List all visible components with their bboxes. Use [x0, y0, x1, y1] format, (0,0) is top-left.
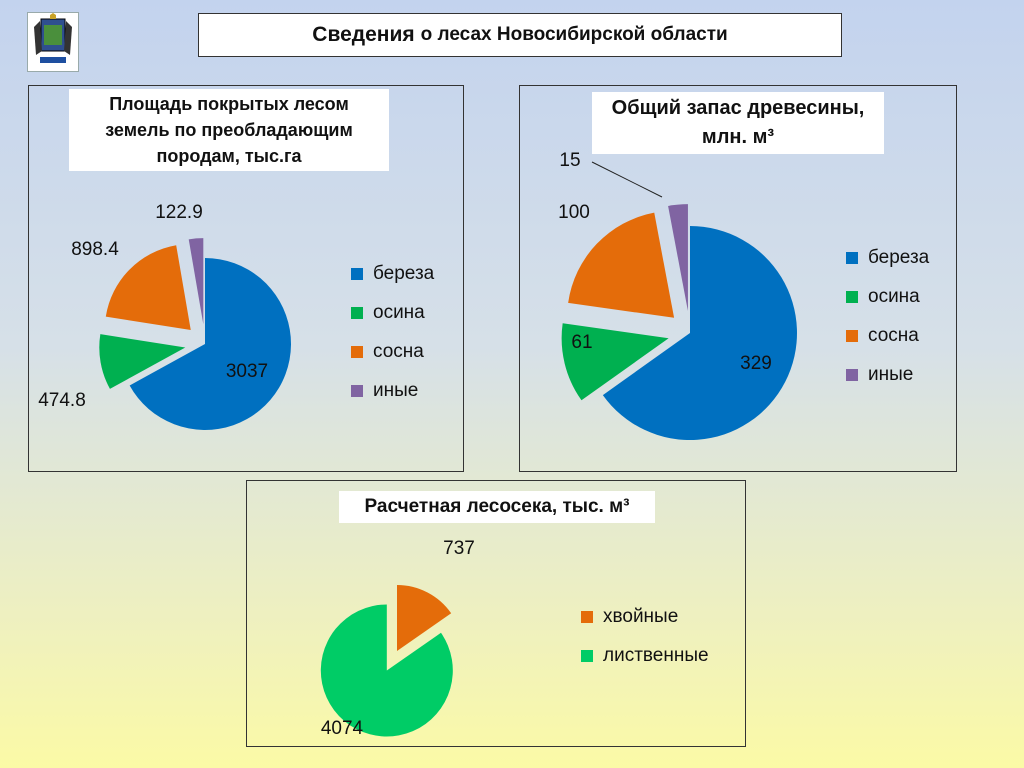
- pie-slice-0: [602, 226, 797, 441]
- pie-slice-1: [561, 323, 669, 401]
- legend-swatch: [846, 329, 858, 342]
- pie-chart-timber-stock: 329 61 100 15: [558, 150, 797, 441]
- legend-item: иные: [351, 371, 434, 410]
- legend-label: сосна: [373, 340, 424, 362]
- legend-swatch: [581, 649, 593, 662]
- chart-title-line: породам, тыс.га: [156, 146, 302, 167]
- legend-item: хвойные: [581, 597, 709, 636]
- chart-title-timber-stock: Общий запас древесины, млн. м³: [592, 92, 884, 154]
- legend-label: лиственные: [603, 644, 709, 666]
- data-label: 15: [559, 150, 580, 171]
- legend-label: иные: [868, 363, 914, 385]
- coat-of-arms-graphic: [34, 13, 72, 63]
- pie-chart-allowable-cut: 737 4074: [320, 538, 475, 739]
- legend-swatch: [581, 610, 593, 623]
- chart-title-line: Площадь покрытых лесом: [109, 94, 349, 114]
- page-title-bold: Сведения: [312, 23, 415, 46]
- leader-line: [591, 161, 663, 198]
- legend-swatch: [351, 345, 363, 358]
- data-label: 898.4: [71, 239, 119, 260]
- legend-forest-area: береза осина сосна иные: [351, 254, 434, 410]
- data-label: 329: [740, 353, 772, 374]
- pie-slice-2: [105, 245, 191, 330]
- data-label: 4074: [321, 718, 364, 739]
- legend-label: осина: [373, 301, 425, 323]
- data-label: 122.9: [155, 202, 203, 223]
- legend-label: хвойные: [603, 605, 679, 627]
- chart-panel-timber-stock: 329 61 100 15 Общий запас древесины, млн. м…: [519, 85, 957, 472]
- chart-title-allowable-cut: Расчетная лесосека, тыс. м³: [339, 491, 655, 523]
- page-title: Сведения о лесах Новосибирской области: [198, 13, 842, 57]
- legend-swatch: [351, 267, 363, 280]
- pie-slice-1: [99, 334, 186, 389]
- legend-allowable-cut: хвойные лиственные: [581, 597, 709, 675]
- legend-label: сосна: [868, 324, 919, 346]
- legend-label: иные: [373, 379, 419, 401]
- chart-panel-forest-area: 3037 474.8 898.4 122.9 Площадь покрытых лес…: [28, 85, 464, 472]
- page-title-rest: о лесах Новосибирской области: [420, 24, 728, 45]
- legend-item: лиственные: [581, 636, 709, 675]
- pie-slice-2: [568, 212, 675, 318]
- legend-item: береза: [846, 238, 929, 277]
- legend-swatch: [351, 384, 363, 397]
- data-label: 3037: [226, 361, 268, 382]
- legend-label: береза: [373, 262, 435, 284]
- pie-slice-0: [397, 585, 452, 651]
- legend-label: осина: [868, 285, 920, 307]
- pie-slice-3: [668, 204, 688, 312]
- legend-item: береза: [351, 254, 434, 293]
- coat-of-arms-icon: [27, 12, 79, 72]
- chart-title-line: млн. м³: [701, 126, 775, 148]
- data-label: 737: [443, 538, 475, 559]
- pie-slice-3: [188, 238, 204, 325]
- legend-item: осина: [351, 293, 434, 332]
- legend-timber-stock: береза осина сосна иные: [846, 238, 929, 394]
- legend-item: сосна: [351, 332, 434, 371]
- pie-chart-forest-area: 3037 474.8 898.4 122.9: [38, 202, 291, 430]
- legend-swatch: [351, 306, 363, 319]
- pie-slice-0: [129, 258, 291, 430]
- legend-item: сосна: [846, 316, 929, 355]
- data-label: 474.8: [38, 390, 86, 411]
- legend-label: береза: [868, 246, 930, 268]
- chart-panel-allowable-cut: 737 4074 Расчетная лесосека, тыс. м³ хвой…: [246, 480, 746, 747]
- chart-title-forest-area: Площадь покрытых лесом земель по преобла…: [69, 89, 389, 172]
- legend-swatch: [846, 290, 858, 303]
- chart-title-line: Общий запас древесины,: [611, 97, 865, 119]
- legend-swatch: [846, 368, 858, 381]
- chart-title-line: земель по преобладающим: [105, 120, 353, 141]
- legend-swatch: [846, 251, 858, 264]
- legend-item: иные: [846, 355, 929, 394]
- legend-item: осина: [846, 277, 929, 316]
- data-label: 100: [558, 202, 590, 223]
- chart-title-line: Расчетная лесосека, тыс. м³: [364, 496, 630, 517]
- pie-slice-1: [320, 604, 453, 737]
- data-label: 61: [571, 332, 592, 353]
